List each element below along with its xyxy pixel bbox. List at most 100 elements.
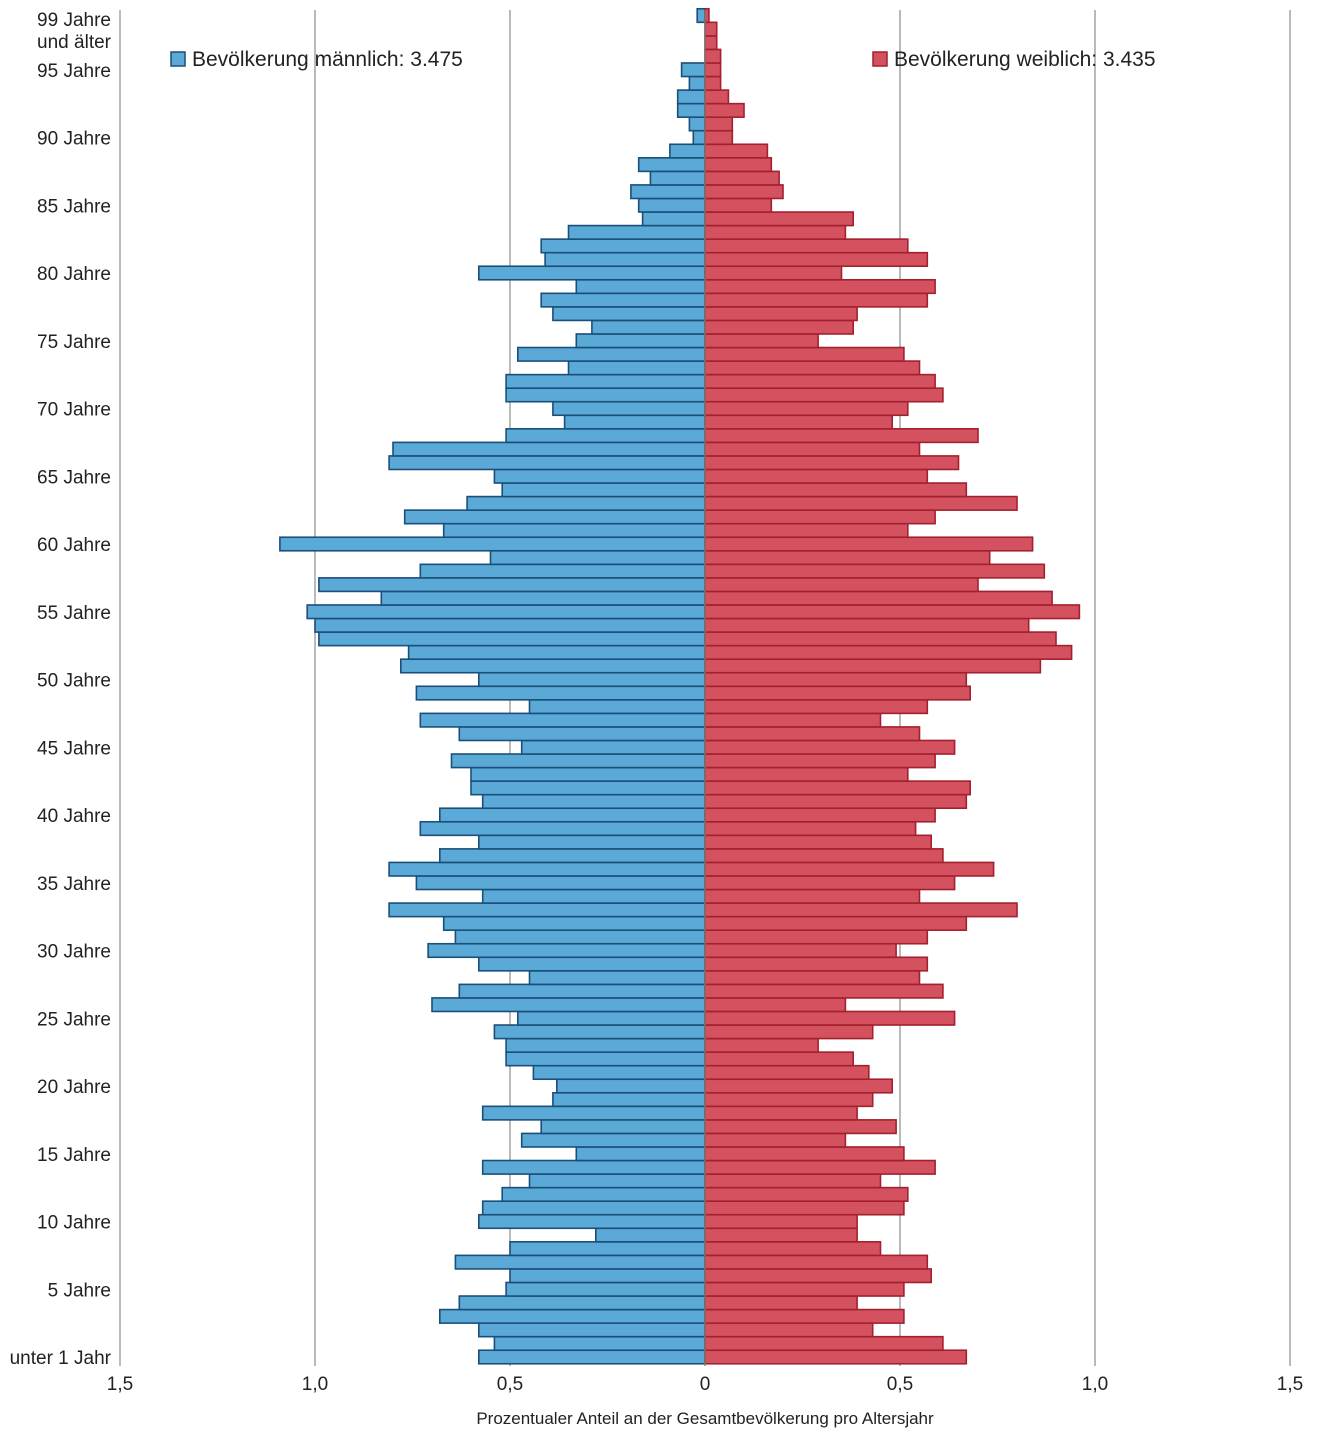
y-tick-label: 70 Jahre: [37, 400, 111, 421]
y-tick-label: 40 Jahre: [37, 806, 111, 827]
male-bars: [279, 7, 706, 1365]
bar-female: [704, 631, 1057, 647]
bar-female: [704, 197, 773, 213]
bar-female: [704, 1349, 968, 1365]
bar-male: [481, 1200, 706, 1216]
x-tick-label: 0: [700, 1374, 711, 1395]
bar-male: [454, 929, 706, 945]
bar-male: [528, 1173, 706, 1189]
bar-female: [704, 522, 909, 539]
bar-male: [477, 265, 706, 281]
bar-male: [509, 1241, 706, 1257]
x-axis-title: Prozentualer Anteil an der Gesamtbevölke…: [476, 1409, 934, 1428]
bar-male: [532, 1064, 706, 1081]
bar-female: [704, 333, 819, 349]
bar-male: [540, 292, 706, 308]
bar-male: [407, 644, 706, 660]
x-tick-labels: 1,5 1,0 0,5 0 0,5 1,0 1,5: [107, 1374, 1303, 1395]
bar-male: [509, 1268, 706, 1284]
bar-male: [563, 414, 706, 430]
legend-female-label: Bevölkerung weiblich: 3.435: [894, 48, 1156, 71]
bar-male: [552, 306, 706, 322]
bar-male: [306, 604, 706, 620]
y-tick-label: 95 Jahre: [37, 61, 111, 82]
bar-female: [704, 902, 1018, 918]
y-tick-label: unter 1 Jahr: [10, 1348, 112, 1369]
bar-male: [505, 1051, 706, 1067]
bar-female: [704, 62, 722, 78]
bar-female: [704, 35, 718, 51]
bar-male: [454, 1254, 706, 1270]
bar-female: [704, 970, 921, 986]
bar-male: [392, 441, 706, 457]
bar-female: [704, 116, 734, 132]
bar-male: [505, 373, 706, 389]
bar-male: [680, 62, 706, 78]
y-tick-label: 45 Jahre: [37, 738, 111, 759]
bar-female: [704, 482, 968, 498]
bar-male: [388, 861, 706, 877]
legend-male: Bevölkerung männlich: 3.475: [170, 48, 463, 71]
bar-female: [704, 617, 1030, 633]
bar-female: [704, 129, 734, 146]
bar-male: [505, 387, 706, 403]
y-tick-label: 30 Jahre: [37, 942, 111, 963]
bar-female: [704, 509, 936, 525]
y-tick-label: 90 Jahre: [37, 129, 111, 150]
bar-male: [505, 1037, 706, 1053]
bar-male: [505, 1281, 706, 1297]
bar-male: [481, 1105, 706, 1121]
bar-male: [630, 184, 706, 200]
bar-female: [704, 1037, 819, 1053]
bar-female: [704, 1254, 929, 1270]
bar-female: [704, 184, 784, 200]
bar-male: [552, 400, 706, 417]
bar-female: [704, 224, 847, 240]
bar-male: [415, 875, 706, 891]
bar-female: [704, 834, 932, 850]
bar-male: [481, 1159, 706, 1175]
bar-male: [431, 997, 706, 1013]
bar-female: [704, 807, 936, 823]
y-tick-label: 55 Jahre: [37, 603, 111, 624]
y-tick-label: 80 Jahre: [37, 264, 111, 285]
bar-male: [540, 238, 706, 254]
bar-female: [704, 1241, 882, 1257]
bar-male: [415, 685, 706, 701]
bar-female: [704, 1051, 854, 1067]
bar-female: [704, 75, 722, 91]
bar-female: [704, 251, 929, 268]
bar-male: [477, 671, 706, 688]
bar-female: [704, 238, 909, 254]
bar-female: [704, 278, 936, 295]
x-tick-label: 1,5: [107, 1374, 133, 1395]
bar-male: [637, 157, 706, 173]
bar-male: [438, 848, 706, 864]
bar-female: [704, 888, 921, 904]
bar-male: [544, 251, 706, 268]
y-tick-label: 75 Jahre: [37, 332, 111, 353]
bar-male: [591, 319, 706, 335]
bar-male: [279, 536, 706, 552]
bar-male: [528, 699, 706, 715]
bar-male: [399, 658, 706, 674]
bar-female: [704, 1159, 936, 1175]
y-tick-label: 5 Jahre: [48, 1280, 111, 1301]
bar-male: [505, 428, 706, 444]
bar-female: [704, 1322, 874, 1338]
bar-female: [704, 306, 858, 322]
bar-male: [540, 1119, 706, 1135]
bar-female: [704, 455, 960, 471]
bar-female: [704, 1186, 909, 1202]
bar-male: [318, 577, 706, 593]
bar-female: [704, 1200, 905, 1216]
bar-female: [704, 346, 905, 362]
bar-female: [704, 21, 718, 37]
bar-male: [493, 1335, 706, 1352]
bar-female: [704, 495, 1018, 511]
bar-male: [380, 590, 706, 606]
y-tick-label: 60 Jahre: [37, 535, 111, 556]
legend-male-swatch: [170, 51, 186, 67]
bar-male: [516, 1010, 706, 1026]
